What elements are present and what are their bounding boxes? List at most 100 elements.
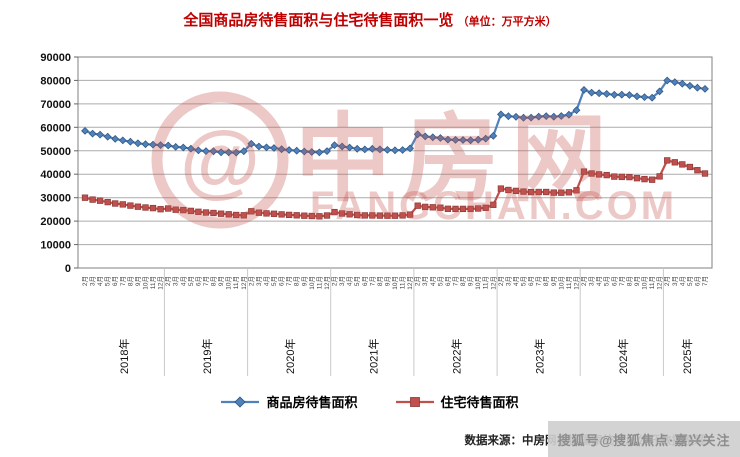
svg-text:3月: 3月: [255, 276, 263, 286]
svg-text:12月: 12月: [240, 276, 248, 290]
svg-text:12月: 12月: [323, 276, 331, 290]
svg-text:9月: 9月: [550, 276, 558, 286]
svg-text:8月: 8月: [625, 276, 633, 286]
svg-text:5月: 5月: [104, 276, 112, 286]
svg-text:2025年: 2025年: [680, 339, 694, 374]
svg-text:2月: 2月: [580, 276, 588, 286]
svg-text:8月: 8月: [376, 276, 384, 286]
svg-text:7月: 7月: [618, 276, 626, 286]
svg-text:10月: 10月: [641, 276, 649, 290]
svg-text:11月: 11月: [232, 276, 240, 289]
legend-label-commercial: 商品房待售面积: [266, 395, 358, 410]
svg-text:6月: 6月: [361, 276, 369, 286]
svg-text:5月: 5月: [686, 276, 694, 286]
legend-label-residential: 住宅待售面积: [440, 395, 519, 410]
svg-text:4月: 4月: [512, 276, 520, 286]
svg-text:10月: 10月: [557, 276, 565, 290]
svg-text:7月: 7月: [701, 276, 709, 286]
svg-text:6月: 6月: [610, 276, 618, 286]
svg-text:60000: 60000: [40, 122, 71, 134]
legend-item-residential: 住宅待售面积: [395, 392, 519, 411]
svg-text:8月: 8月: [293, 276, 301, 286]
svg-text:8月: 8月: [542, 276, 550, 286]
svg-text:2月: 2月: [331, 276, 339, 286]
svg-text:2月: 2月: [164, 276, 172, 286]
svg-text:11月: 11月: [315, 276, 323, 289]
svg-text:50000: 50000: [40, 146, 71, 158]
svg-text:8月: 8月: [126, 276, 134, 286]
svg-text:3月: 3月: [338, 276, 346, 286]
svg-text:11月: 11月: [482, 276, 490, 289]
svg-text:11月: 11月: [565, 276, 573, 289]
svg-text:2月: 2月: [663, 276, 671, 286]
svg-text:2020年: 2020年: [283, 339, 297, 374]
svg-text:6月: 6月: [444, 276, 452, 286]
svg-text:7月: 7月: [535, 276, 543, 286]
svg-text:5月: 5月: [603, 276, 611, 286]
svg-text:10月: 10月: [225, 276, 233, 290]
svg-text:4月: 4月: [429, 276, 437, 286]
svg-text:5月: 5月: [187, 276, 195, 286]
svg-text:8月: 8月: [210, 276, 218, 286]
svg-text:2018年: 2018年: [117, 339, 131, 374]
svg-text:2024年: 2024年: [616, 339, 630, 374]
svg-text:3月: 3月: [671, 276, 679, 286]
svg-text:5月: 5月: [270, 276, 278, 286]
sohu-badge-text: 搜狐号@搜狐焦点·嘉兴关注: [557, 432, 731, 448]
svg-text:3月: 3月: [172, 276, 180, 286]
svg-text:5月: 5月: [436, 276, 444, 286]
svg-text:4月: 4月: [96, 276, 104, 286]
svg-text:3月: 3月: [504, 276, 512, 286]
svg-text:6月: 6月: [111, 276, 119, 286]
svg-text:9月: 9月: [633, 276, 641, 286]
svg-text:9月: 9月: [383, 276, 391, 286]
svg-text:3月: 3月: [89, 276, 97, 286]
chart-title-text: 全国商品房待售面积与住宅待售面积一览: [183, 12, 454, 29]
chart-legend: 商品房待售面积 住宅待售面积: [0, 392, 740, 411]
sohu-watermark-badge: 搜狐号@搜狐焦点·嘉兴关注: [548, 421, 740, 457]
legend-item-commercial: 商品房待售面积: [221, 392, 358, 411]
svg-text:9月: 9月: [467, 276, 475, 286]
svg-text:6月: 6月: [693, 276, 701, 286]
svg-text:10月: 10月: [391, 276, 399, 290]
svg-text:12月: 12月: [489, 276, 497, 290]
svg-text:4月: 4月: [263, 276, 271, 286]
svg-text:7月: 7月: [202, 276, 210, 286]
svg-text:9月: 9月: [217, 276, 225, 286]
page-title: 全国商品房待售面积与住宅待售面积一览 （单位：万平方米）: [0, 9, 740, 30]
red-square-line-icon: [395, 396, 434, 407]
svg-text:8月: 8月: [459, 276, 467, 286]
svg-text:20000: 20000: [40, 216, 71, 228]
svg-text:3月: 3月: [421, 276, 429, 286]
svg-text:4月: 4月: [179, 276, 187, 286]
svg-text:4月: 4月: [678, 276, 686, 286]
svg-text:11月: 11月: [399, 276, 407, 289]
svg-text:4月: 4月: [595, 276, 603, 286]
svg-text:2022年: 2022年: [450, 339, 464, 374]
svg-text:10月: 10月: [142, 276, 150, 290]
svg-text:11月: 11月: [648, 276, 656, 289]
chart-title-unit: （单位：万平方米）: [457, 16, 557, 28]
svg-text:0: 0: [65, 263, 71, 275]
svg-text:2019年: 2019年: [200, 339, 214, 374]
svg-text:3月: 3月: [588, 276, 596, 286]
svg-text:7月: 7月: [452, 276, 460, 286]
svg-text:12月: 12月: [406, 276, 414, 290]
svg-text:80000: 80000: [40, 75, 71, 87]
svg-text:10月: 10月: [308, 276, 316, 290]
svg-text:2月: 2月: [247, 276, 255, 286]
svg-text:5月: 5月: [520, 276, 528, 286]
svg-text:2月: 2月: [81, 276, 89, 286]
svg-text:12月: 12月: [656, 276, 664, 290]
svg-text:12月: 12月: [573, 276, 581, 290]
svg-text:70000: 70000: [40, 99, 71, 111]
svg-text:7月: 7月: [119, 276, 127, 286]
svg-text:90000: 90000: [40, 52, 71, 64]
blue-diamond-line-icon: [221, 395, 260, 408]
svg-text:6月: 6月: [527, 276, 535, 286]
svg-text:6月: 6月: [194, 276, 202, 286]
svg-text:7月: 7月: [368, 276, 376, 286]
svg-text:2021年: 2021年: [366, 339, 380, 374]
